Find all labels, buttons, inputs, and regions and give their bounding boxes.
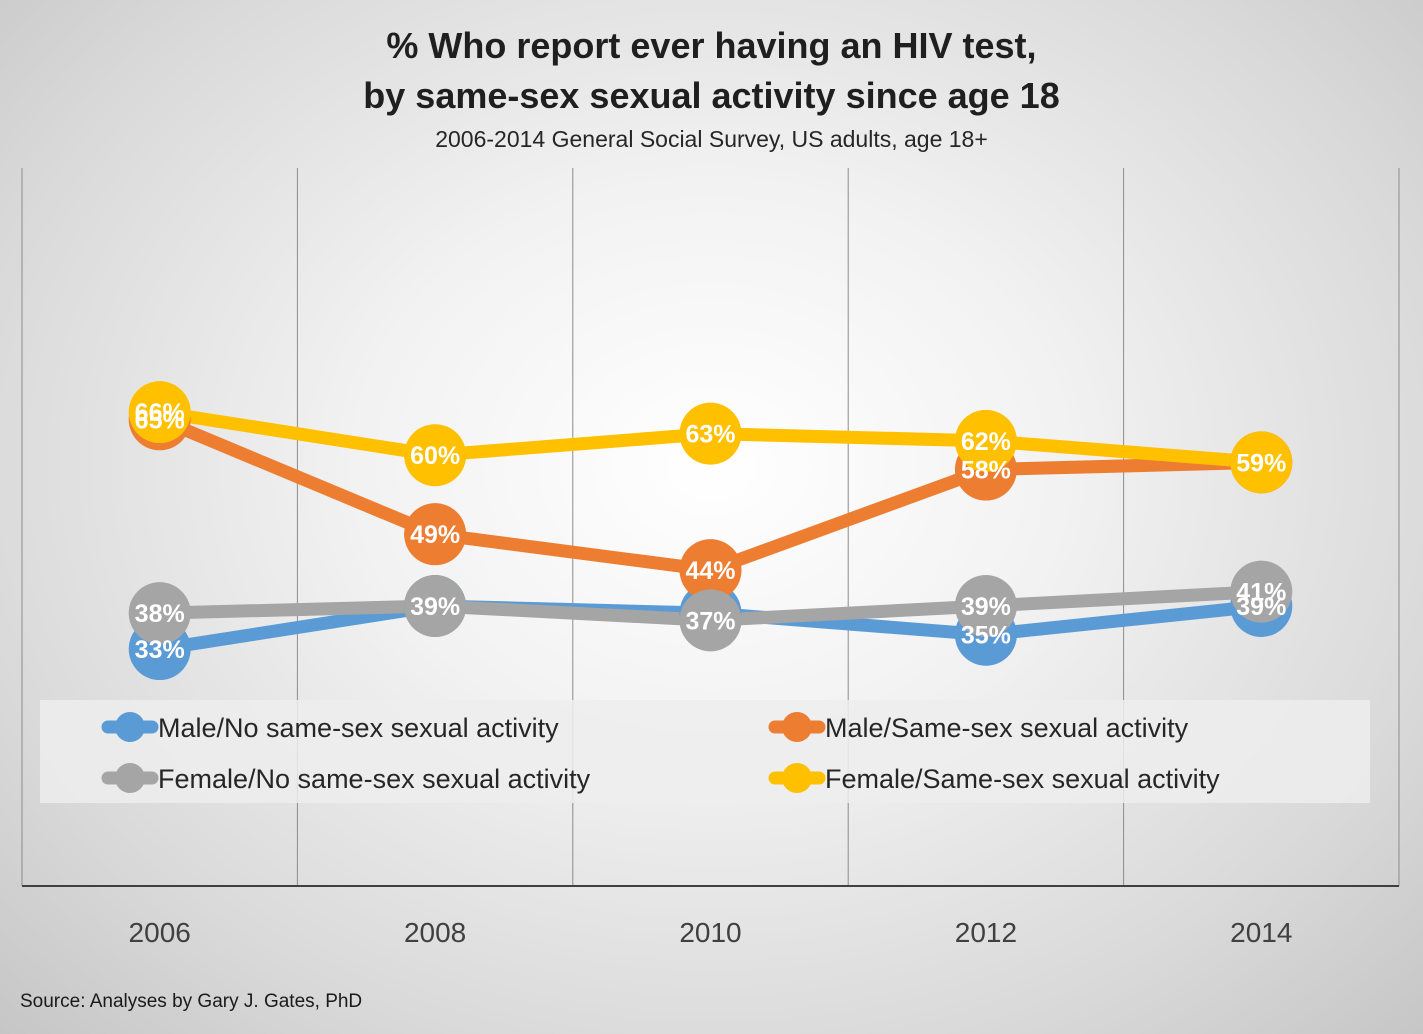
x-tick-label-2014: 2014 xyxy=(1230,917,1292,948)
chart-title-line2: by same-sex sexual activity since age 18 xyxy=(363,75,1060,116)
legend-marker xyxy=(782,712,812,742)
data-point-2-1 xyxy=(404,574,467,637)
legend-marker xyxy=(782,763,812,793)
data-label-2-1: 39% xyxy=(410,593,460,621)
data-marker xyxy=(954,574,1017,637)
data-point-3-3 xyxy=(954,409,1017,472)
data-label-1-0: 65% xyxy=(135,406,185,434)
legend-item-1: Male/Same-sex sexual activity xyxy=(768,712,1189,743)
data-marker xyxy=(679,402,742,465)
data-point-2-4 xyxy=(1230,560,1293,623)
data-point-2-3 xyxy=(954,574,1017,637)
legend-marker xyxy=(115,763,145,793)
data-label-3-3: 62% xyxy=(961,428,1011,456)
legend: Male/No same-sex sexual activity Male/Sam… xyxy=(101,712,1220,794)
data-marker xyxy=(404,503,467,566)
data-label-3-0: 66% xyxy=(135,399,185,427)
data-label-3-1: 60% xyxy=(410,442,460,470)
data-marker xyxy=(404,424,467,487)
legend-label: Male/No same-sex sexual activity xyxy=(158,713,559,743)
x-tick-label-2010: 2010 xyxy=(679,917,741,948)
x-tick-label-2012: 2012 xyxy=(955,917,1017,948)
data-point-3-0 xyxy=(128,381,191,444)
data-label-1-1: 49% xyxy=(410,521,460,549)
data-label-2-0: 38% xyxy=(135,600,185,628)
legend-label: Female/Same-sex sexual activity xyxy=(825,764,1220,794)
chart-subtitle: 2006-2014 General Social Survey, US adul… xyxy=(435,126,988,152)
legend-box xyxy=(40,700,1370,803)
data-marker xyxy=(1230,431,1293,494)
x-axis-ticks: 2006 2008 2010 2012 2014 xyxy=(129,917,1293,948)
legend-item-0: Male/No same-sex sexual activity xyxy=(101,712,559,743)
chart-title-line1: % Who report ever having an HIV test, xyxy=(386,25,1037,66)
data-label-0-0: 33% xyxy=(135,636,185,664)
data-point-2-2 xyxy=(679,589,742,652)
series-markers: 33%35%39%65%49%44%58%38% 39%37%39%41%66%6… xyxy=(128,381,1293,681)
data-label-2-3: 39% xyxy=(961,593,1011,621)
data-label-0-4: 39% xyxy=(1236,593,1286,621)
data-marker xyxy=(128,582,191,645)
legend-item-2: Female/No same-sex sexual activity xyxy=(101,763,591,794)
data-label-1-3: 58% xyxy=(961,457,1011,485)
data-label-1-2: 44% xyxy=(685,557,735,585)
data-marker xyxy=(1230,560,1293,623)
legend-item-3: Female/Same-sex sexual activity xyxy=(768,763,1220,794)
data-label-3-2: 63% xyxy=(685,421,735,449)
data-label-3-4: 59% xyxy=(1236,449,1286,477)
data-marker xyxy=(679,539,742,602)
legend-marker xyxy=(115,712,145,742)
legend-label: Male/Same-sex sexual activity xyxy=(825,713,1189,743)
source-note: Source: Analyses by Gary J. Gates, PhD xyxy=(20,991,363,1012)
x-tick-label-2006: 2006 xyxy=(129,917,191,948)
data-point-3-4 xyxy=(1230,431,1293,494)
legend-label: Female/No same-sex sexual activity xyxy=(158,764,591,794)
data-label-0-3: 35% xyxy=(961,622,1011,650)
data-marker xyxy=(404,574,467,637)
data-point-3-2 xyxy=(679,402,742,465)
data-point-1-2 xyxy=(679,539,742,602)
data-marker xyxy=(128,381,191,444)
data-marker xyxy=(679,589,742,652)
x-tick-label-2008: 2008 xyxy=(404,917,466,948)
data-point-2-0 xyxy=(128,582,191,645)
data-label-2-4: 41% xyxy=(1236,579,1286,607)
data-marker xyxy=(954,409,1017,472)
data-point-3-1 xyxy=(404,424,467,487)
data-point-1-1 xyxy=(404,503,467,566)
data-label-2-2: 37% xyxy=(685,607,735,635)
